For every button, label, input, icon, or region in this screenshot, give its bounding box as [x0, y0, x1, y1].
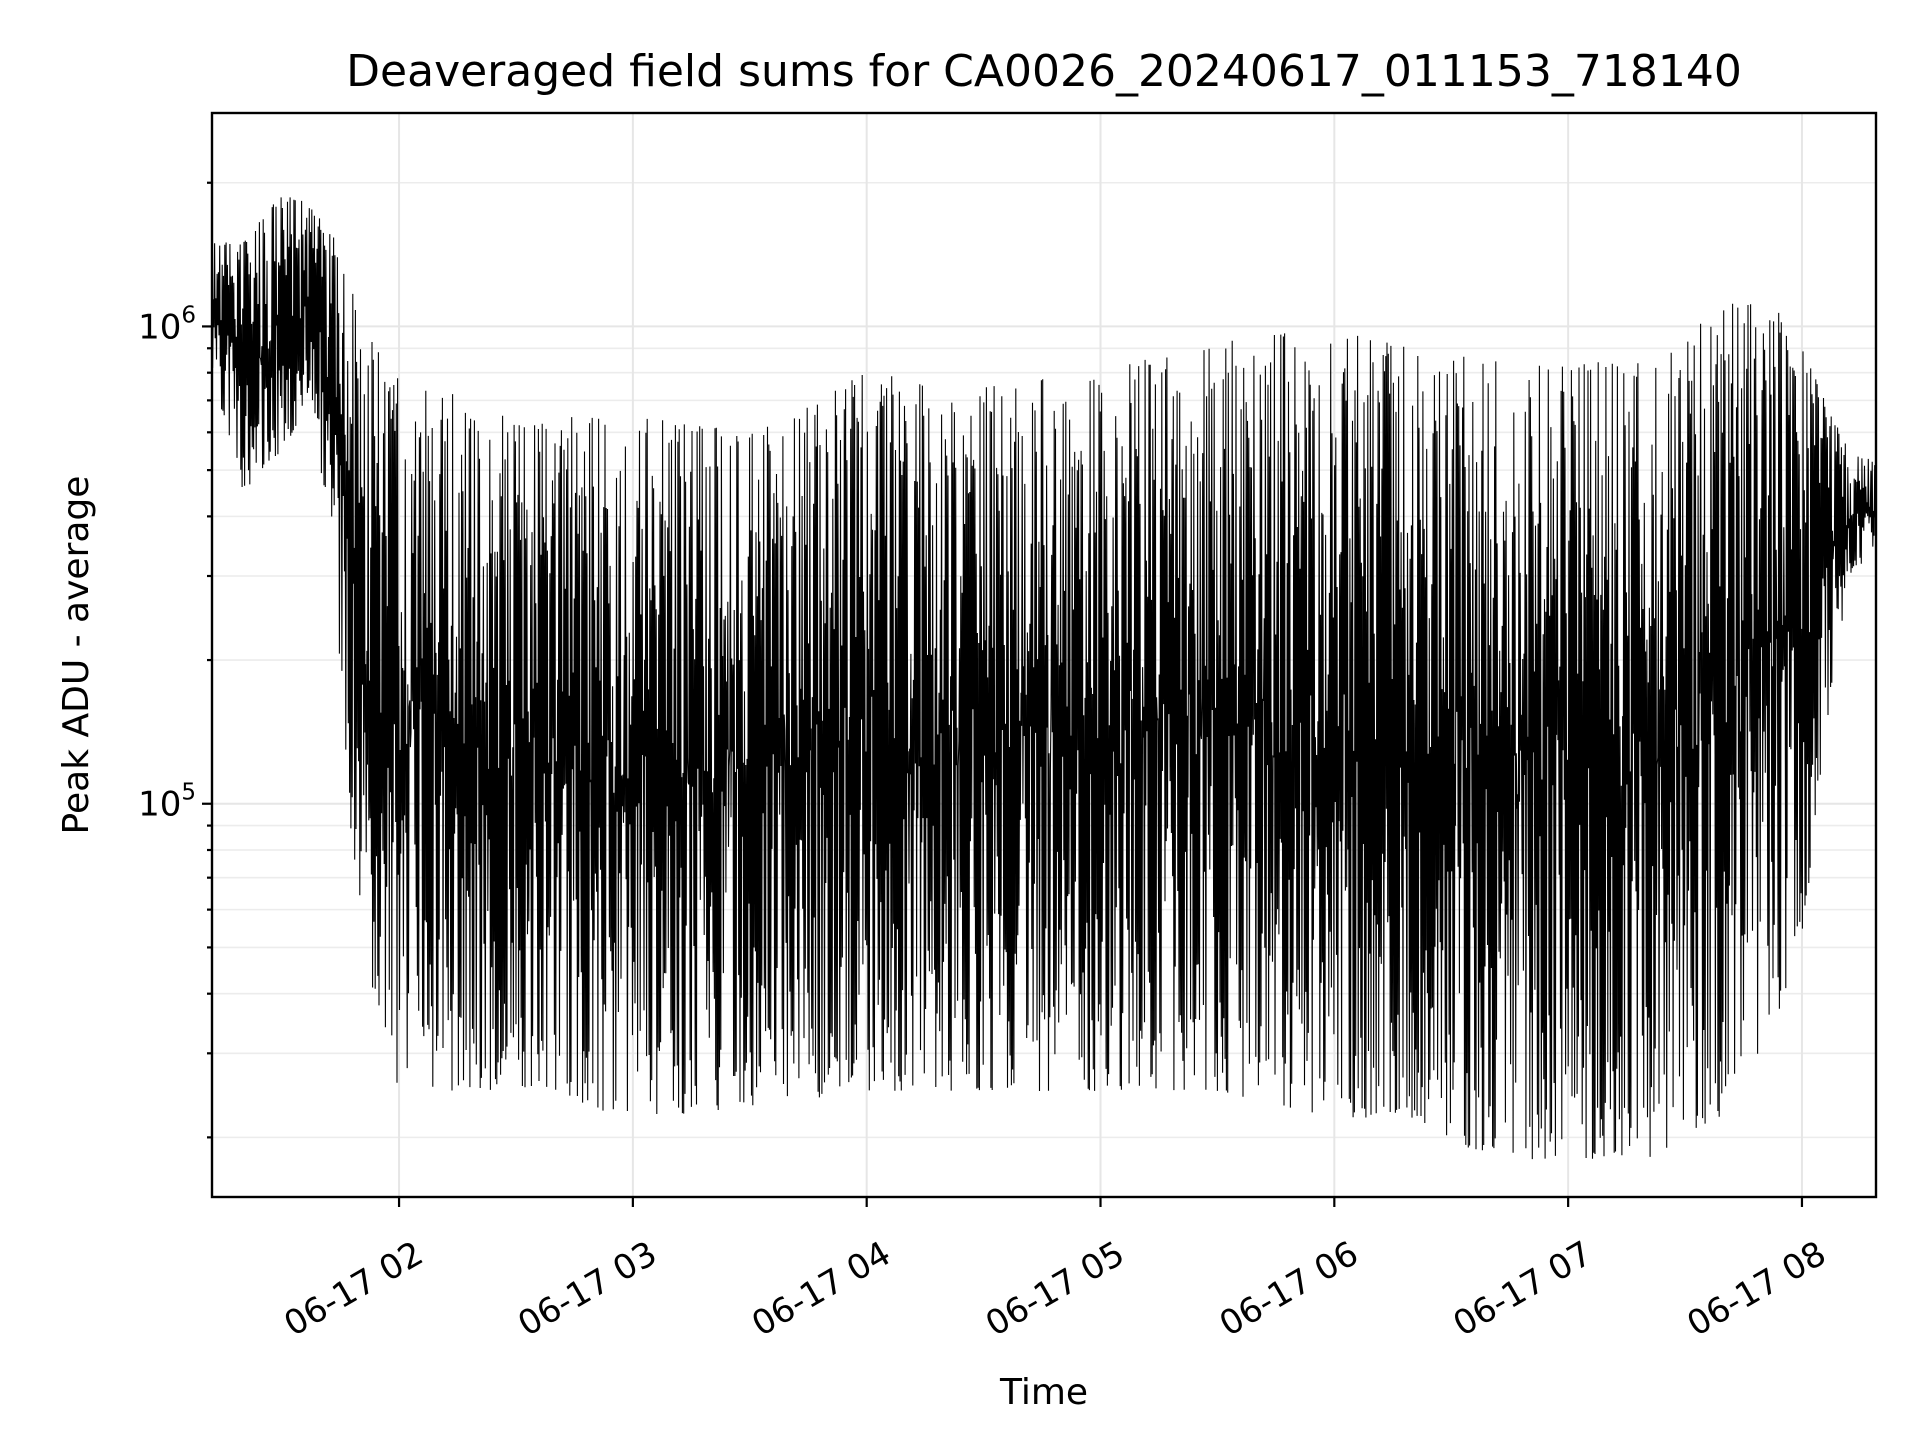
x-tick-label: 06-17 03: [511, 1234, 663, 1345]
x-tick-label: 06-17 06: [1213, 1234, 1365, 1345]
x-axis-label: Time: [999, 1372, 1088, 1413]
y-tick-exponent: 5: [181, 780, 196, 806]
y-axis-label: Peak ADU - average: [56, 476, 97, 835]
series-group: [211, 197, 1877, 1160]
x-tick-label: 06-17 02: [278, 1234, 430, 1345]
y-tick-label: 106: [138, 302, 196, 347]
x-tick-label: 06-17 07: [1447, 1234, 1599, 1345]
x-tick-label: 06-17 05: [979, 1234, 1131, 1345]
y-tick-base: 10: [138, 307, 181, 347]
y-tick-label: 105: [138, 780, 196, 825]
x-tick-label: 06-17 04: [745, 1234, 897, 1345]
y-tick-base: 10: [138, 785, 181, 825]
y-tick-exponent: 6: [181, 302, 196, 328]
series-line: [211, 197, 1877, 1160]
plot-frame: [210, 111, 1878, 1199]
chart-title: Deaveraged field sums for CA0026_2024061…: [346, 46, 1742, 97]
x-tick-label: 06-17 08: [1680, 1234, 1832, 1345]
